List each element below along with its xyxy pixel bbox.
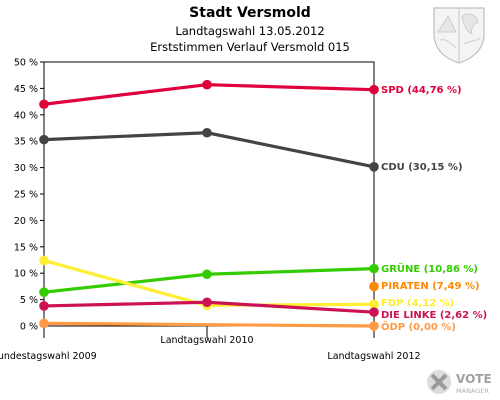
coat-of-arms-icon bbox=[433, 7, 485, 64]
data-point-cdu bbox=[202, 127, 212, 138]
data-point-fdp bbox=[39, 255, 49, 266]
data-point-grüne bbox=[369, 263, 379, 274]
series-line-ödp bbox=[42, 321, 376, 328]
logo-vote-text: VOTE bbox=[456, 372, 492, 386]
y-tick-label: 5 % bbox=[20, 295, 38, 306]
chart-subtitle-2: Erststimmen Verlauf Versmold 015 bbox=[150, 40, 350, 54]
y-tick-label: 15 % bbox=[14, 242, 38, 253]
y-tick-label: 45 % bbox=[14, 84, 38, 95]
data-point-ödp bbox=[369, 321, 379, 331]
y-tick-label: 35 % bbox=[14, 137, 38, 148]
series-label-grüne: GRÜNE (10,86 %) bbox=[381, 261, 478, 275]
data-point-spd bbox=[202, 79, 212, 90]
data-point-die-linke bbox=[202, 297, 212, 308]
chart-title: Stadt Versmold bbox=[189, 5, 311, 21]
y-tick-label: 25 % bbox=[14, 190, 38, 201]
data-point-fdp bbox=[369, 299, 379, 310]
series-label-spd: SPD (44,76 %) bbox=[381, 85, 462, 96]
data-point-die-linke bbox=[369, 307, 379, 317]
y-tick-label: 30 % bbox=[14, 163, 38, 174]
logo-manager-text: MANAGER bbox=[456, 387, 489, 395]
y-tick-label: 20 % bbox=[14, 216, 38, 227]
data-point-die-linke bbox=[39, 301, 49, 311]
x-tick-label: Landtagswahl 2010 bbox=[160, 335, 253, 346]
series-line-cdu bbox=[42, 131, 376, 169]
data-point-grüne bbox=[39, 287, 49, 298]
chart-subtitle: Landtagswahl 13.05.2012 bbox=[175, 24, 325, 38]
y-tick-label: 10 % bbox=[14, 269, 38, 280]
series-label-cdu: CDU (30,15 %) bbox=[381, 162, 463, 173]
y-tick-label: 50 % bbox=[14, 58, 38, 69]
data-point-grüne bbox=[202, 269, 212, 280]
y-tick-label: 0 % bbox=[20, 322, 38, 333]
series-label-die-linke: DIE LINKE (2,62 %) bbox=[381, 310, 487, 321]
series-label-fdp: FDP (4,12 %) bbox=[381, 298, 454, 309]
x-tick-label: Landtagswahl 2012 bbox=[327, 351, 420, 362]
data-point-piraten bbox=[369, 281, 379, 292]
series-label-piraten: PIRATEN (7,49 %) bbox=[381, 281, 480, 292]
vote-logo-icon bbox=[427, 370, 451, 394]
data-point-cdu bbox=[369, 162, 379, 172]
vote-manager-logo: VOTE MANAGER bbox=[426, 366, 498, 398]
data-point-cdu bbox=[39, 134, 49, 145]
x-tick-label: Bundestagswahl 2009 bbox=[0, 351, 97, 362]
data-point-spd bbox=[369, 84, 379, 95]
series-label-ödp: ÖDP (0,00 %) bbox=[381, 319, 456, 333]
data-point-spd bbox=[39, 99, 49, 110]
y-tick-label: 40 % bbox=[14, 110, 38, 121]
data-point-ödp bbox=[39, 318, 49, 329]
